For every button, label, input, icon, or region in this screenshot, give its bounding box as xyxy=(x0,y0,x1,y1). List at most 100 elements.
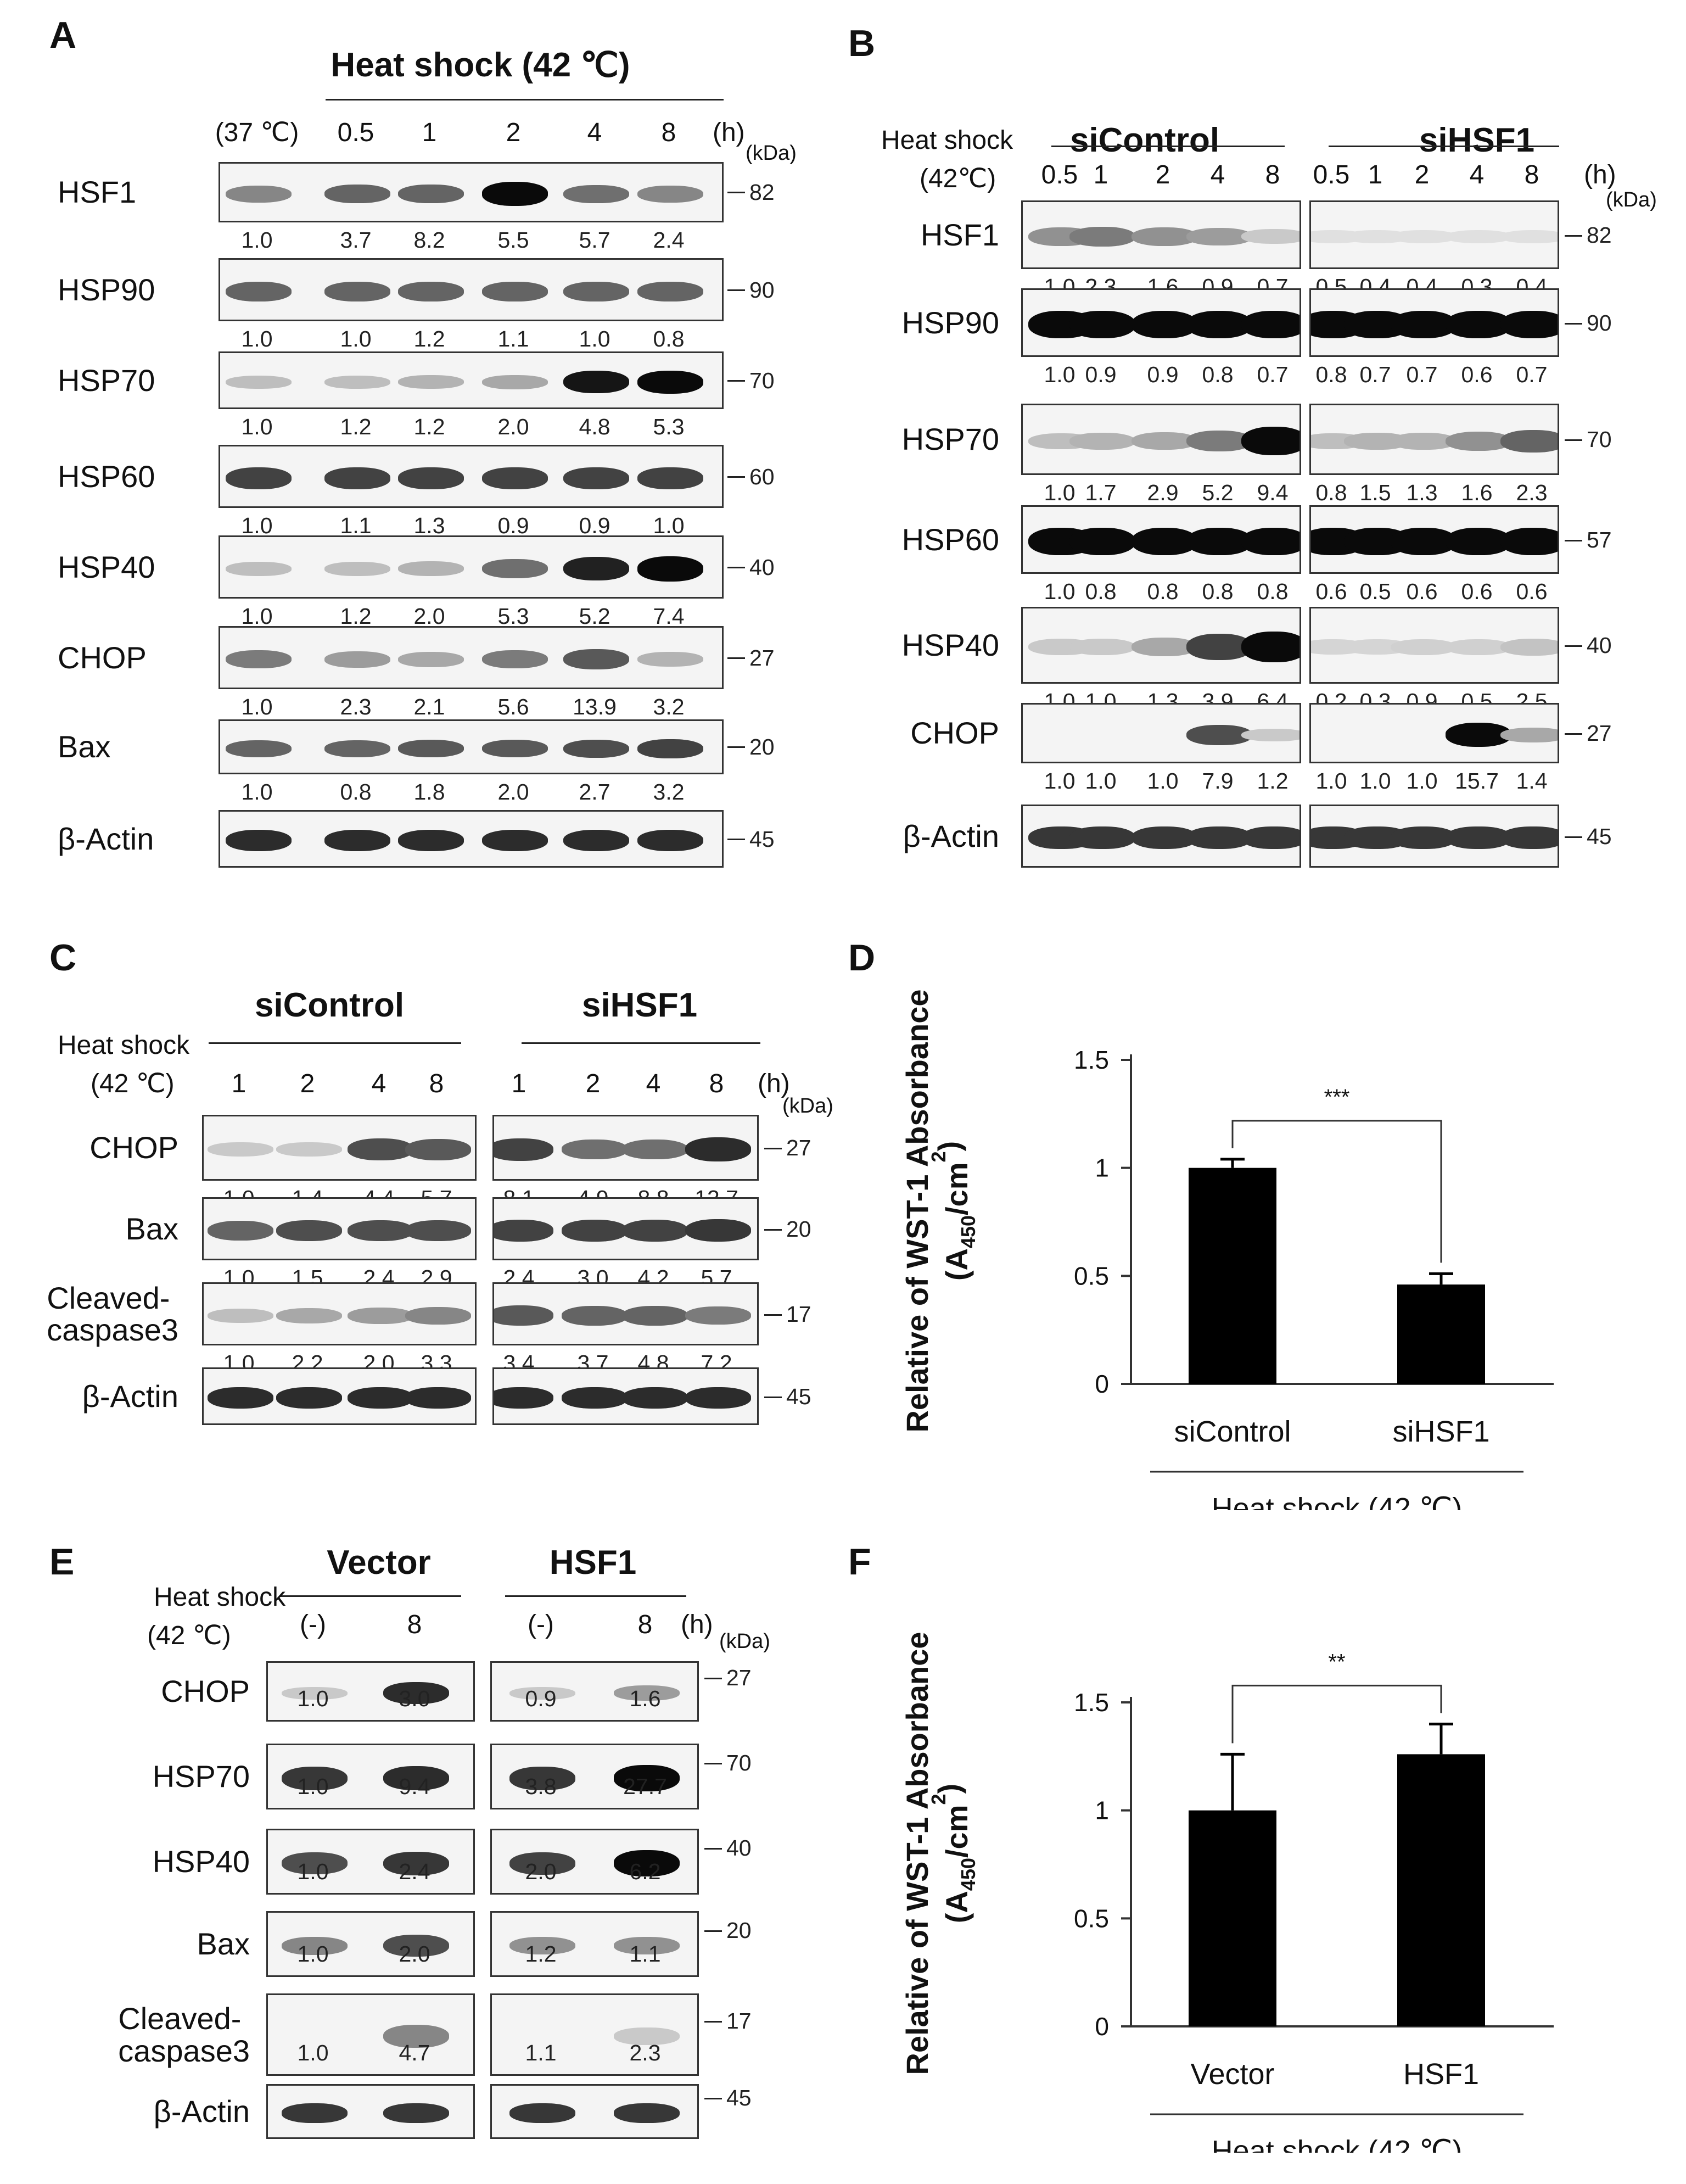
significance-bracket xyxy=(1231,1120,1442,1263)
x-axis-label: Heat shock (42 ℃) xyxy=(1212,2135,1463,2153)
western-blot xyxy=(266,1744,475,1809)
protein-band xyxy=(226,830,292,851)
quantification-value: 1.0 xyxy=(297,1859,329,1884)
protein-band xyxy=(562,1387,628,1409)
quantification-value: 5.2 xyxy=(579,604,610,629)
protein-band xyxy=(226,281,292,301)
group-label: HSF1 xyxy=(549,1544,637,1582)
western-blot xyxy=(490,1829,699,1895)
protein-band xyxy=(482,375,548,389)
kda-marker: 90 xyxy=(1587,310,1612,336)
protein-band xyxy=(614,1685,680,1701)
quantification-value: 1.0 xyxy=(579,326,610,351)
protein-band xyxy=(226,650,292,668)
protein-band xyxy=(1241,427,1299,455)
protein-band xyxy=(562,1305,628,1326)
protein-band xyxy=(1500,429,1558,453)
kda-marker: 20 xyxy=(786,1216,811,1242)
y-unit-part: 450 xyxy=(957,1215,979,1248)
protein-band xyxy=(282,2103,348,2123)
group-underline xyxy=(1051,146,1285,147)
quantification-value: 1.3 xyxy=(1406,480,1438,505)
protein-band xyxy=(1241,826,1299,849)
treatment-label: Heat shock xyxy=(881,126,1013,155)
protein-band xyxy=(622,1305,688,1326)
protein-label: Cleaved- caspase3 xyxy=(47,1280,178,1348)
quantification-value: 3.0 xyxy=(399,1686,430,1711)
y-unit-part: 450 xyxy=(957,1858,979,1891)
quantification-value: 1.0 xyxy=(1044,480,1076,505)
quantification-value: 2.0 xyxy=(413,604,445,629)
time-label: 8 xyxy=(1265,160,1280,189)
protein-label: β-Actin xyxy=(58,821,154,856)
western-blot xyxy=(1021,607,1301,684)
quantification-value: 6.2 xyxy=(629,1859,661,1884)
quantification-value: 2.9 xyxy=(1147,480,1179,505)
marker-tick xyxy=(727,657,745,659)
protein-band xyxy=(226,467,292,489)
quantification-value: 1.0 xyxy=(1315,768,1347,794)
y-unit-part: ) xyxy=(932,1784,966,1794)
protein-band xyxy=(509,1686,575,1700)
marker-tick xyxy=(764,1314,782,1316)
y-tick-label: 0 xyxy=(1095,1370,1109,1398)
quantification-value: 1.0 xyxy=(241,694,273,719)
protein-band xyxy=(324,281,390,301)
western-blot xyxy=(490,1661,699,1722)
protein-band xyxy=(383,1851,449,1875)
group-label: siControl xyxy=(254,986,405,1024)
significance-marker: *** xyxy=(1324,1085,1350,1109)
protein-band xyxy=(405,1387,471,1409)
protein-band xyxy=(226,561,292,576)
group-underline xyxy=(1329,146,1559,147)
protein-band xyxy=(494,1305,553,1326)
quantification-value: 1.0 xyxy=(1085,768,1117,794)
time-label: (-) xyxy=(528,1610,554,1639)
protein-band xyxy=(1069,432,1135,450)
treatment-label: Heat shock (42 ℃) xyxy=(331,46,630,84)
time-label: 4 xyxy=(1210,160,1225,189)
quantification-value: 1.1 xyxy=(629,1941,661,1967)
western-blot xyxy=(1021,805,1301,868)
protein-band xyxy=(1241,728,1299,741)
quantification-value: 1.4 xyxy=(1516,768,1548,794)
time-label: 0.5 xyxy=(1313,160,1350,189)
western-blot xyxy=(490,2084,699,2139)
kda-unit: (kDa) xyxy=(746,142,797,165)
protein-band xyxy=(622,1387,688,1409)
quantification-value: 0.5 xyxy=(1359,579,1391,604)
western-blot xyxy=(490,1911,699,1977)
protein-label: Bax xyxy=(58,729,111,764)
group-underline xyxy=(522,1042,760,1044)
western-blot xyxy=(219,258,724,321)
quantification-value: 1.0 xyxy=(241,414,273,439)
quantification-value: 0.8 xyxy=(1085,579,1117,604)
marker-tick xyxy=(764,1228,782,1231)
quantification-value: 0.8 xyxy=(1147,579,1179,604)
quantification-value: 1.0 xyxy=(297,1941,329,1967)
quantification-value: 0.7 xyxy=(1359,362,1391,387)
quantification-value: 4.8 xyxy=(579,414,610,439)
panel-letter-f: F xyxy=(848,1541,871,1583)
protein-band xyxy=(383,2103,449,2123)
group-underline xyxy=(280,1595,461,1597)
protein-band xyxy=(226,375,292,389)
protein-band xyxy=(1241,527,1299,555)
protein-label: HSF1 xyxy=(58,175,137,209)
time-label: 2 xyxy=(1155,160,1170,189)
kda-unit: (kDa) xyxy=(782,1094,833,1118)
kda-marker: 45 xyxy=(749,826,775,852)
protein-band xyxy=(614,2027,680,2045)
marker-tick xyxy=(1565,234,1582,237)
protein-band xyxy=(482,559,548,578)
protein-band xyxy=(208,1308,273,1323)
marker-tick xyxy=(727,289,745,291)
protein-band xyxy=(398,467,464,489)
protein-band xyxy=(563,649,629,669)
protein-band xyxy=(348,1307,413,1324)
quantification-value: 2.1 xyxy=(413,694,445,719)
time-label: 2 xyxy=(300,1069,315,1098)
protein-band xyxy=(614,1850,680,1876)
western-blot xyxy=(219,162,724,222)
protein-band xyxy=(1241,632,1299,662)
